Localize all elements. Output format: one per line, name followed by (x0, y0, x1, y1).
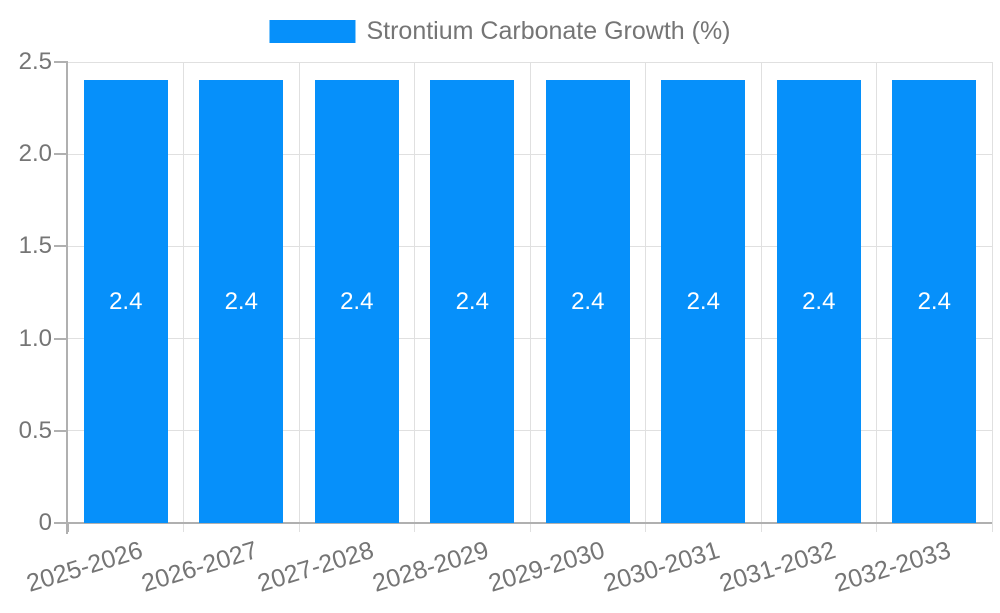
x-tick-mark (67, 523, 69, 532)
y-tick-mark (54, 153, 68, 156)
bar-value-label: 2.4 (686, 287, 720, 315)
bar-value-label: 2.4 (571, 287, 605, 315)
y-tick-mark (54, 522, 68, 524)
y-tick-mark (54, 429, 68, 432)
legend-label[interactable]: Strontium Carbonate Growth (%) (366, 17, 731, 45)
x-gridline (529, 62, 531, 523)
x-gridline (991, 62, 993, 523)
y-tick-mark (54, 61, 68, 63)
bar-value-label: 2.4 (802, 287, 836, 315)
bar-value-label: 2.4 (917, 287, 951, 315)
bar[interactable] (83, 80, 168, 523)
bar-value-label: 2.4 (455, 287, 489, 315)
x-tick-mark (298, 523, 300, 532)
bar[interactable] (314, 80, 399, 523)
x-gridline (183, 62, 184, 523)
x-tick-mark (529, 523, 531, 532)
y-tick-mark (54, 337, 68, 340)
x-tick-mark (414, 523, 415, 532)
y-tick-label: 0 (38, 509, 52, 536)
bar-chart-canvas: Strontium Carbonate Growth (%) 0 0.5 1.0 1.… (18, 17, 993, 598)
x-gridline (645, 62, 646, 523)
x-tick-mark (645, 523, 646, 532)
x-tick-mark (760, 523, 762, 532)
x-gridline (414, 62, 415, 523)
x-gridline (760, 62, 762, 523)
bar-value-label: 2.4 (340, 287, 374, 315)
x-gridline (298, 62, 300, 523)
y-tick-label: 0.5 (18, 416, 52, 444)
x-tick-mark (183, 523, 184, 532)
y-tick-label: 1.0 (18, 324, 52, 352)
x-gridline (876, 62, 877, 523)
x-tick-mark (991, 523, 993, 532)
bar-value-label: 2.4 (224, 287, 258, 315)
y-tick-label: 1.5 (18, 232, 52, 260)
bar[interactable] (892, 80, 977, 523)
bar[interactable] (545, 80, 630, 523)
y-tick-label: 2.0 (18, 140, 52, 168)
x-tick-mark (876, 523, 877, 532)
legend: Strontium Carbonate Growth (%) (269, 17, 731, 45)
bar[interactable] (199, 80, 284, 523)
y-tick-label: 2.5 (18, 48, 52, 75)
y-axis-line (66, 62, 68, 534)
x-axis-line (68, 522, 992, 524)
legend-swatch[interactable] (269, 20, 356, 43)
bar[interactable] (430, 80, 515, 523)
bar[interactable] (661, 80, 746, 523)
bar[interactable] (776, 80, 861, 523)
y-tick-mark (54, 245, 68, 248)
bar-value-label: 2.4 (109, 287, 143, 315)
